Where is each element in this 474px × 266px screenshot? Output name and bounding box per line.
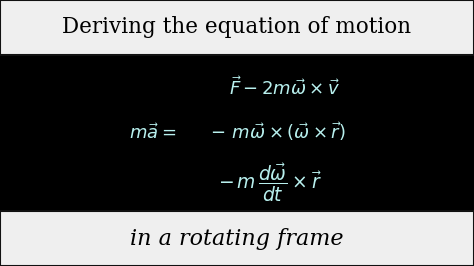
Text: $-\, m\,\dfrac{d\vec{\omega}}{dt}\times\vec{r}$: $-\, m\,\dfrac{d\vec{\omega}}{dt}\times\… xyxy=(218,162,322,204)
Text: $\vec{F} - 2m\vec{\omega}\times\vec{v}$: $\vec{F} - 2m\vec{\omega}\times\vec{v}$ xyxy=(229,76,340,99)
Bar xyxy=(0,0,474,55)
Text: Deriving the equation of motion: Deriving the equation of motion xyxy=(63,16,411,39)
Text: in a rotating frame: in a rotating frame xyxy=(130,227,344,250)
Bar xyxy=(0,211,474,266)
Text: $m\vec{a} = \quad\;\; -\, m\vec{\omega}\times(\vec{\omega}\times\vec{r})$: $m\vec{a} = \quad\;\; -\, m\vec{\omega}\… xyxy=(128,120,346,143)
